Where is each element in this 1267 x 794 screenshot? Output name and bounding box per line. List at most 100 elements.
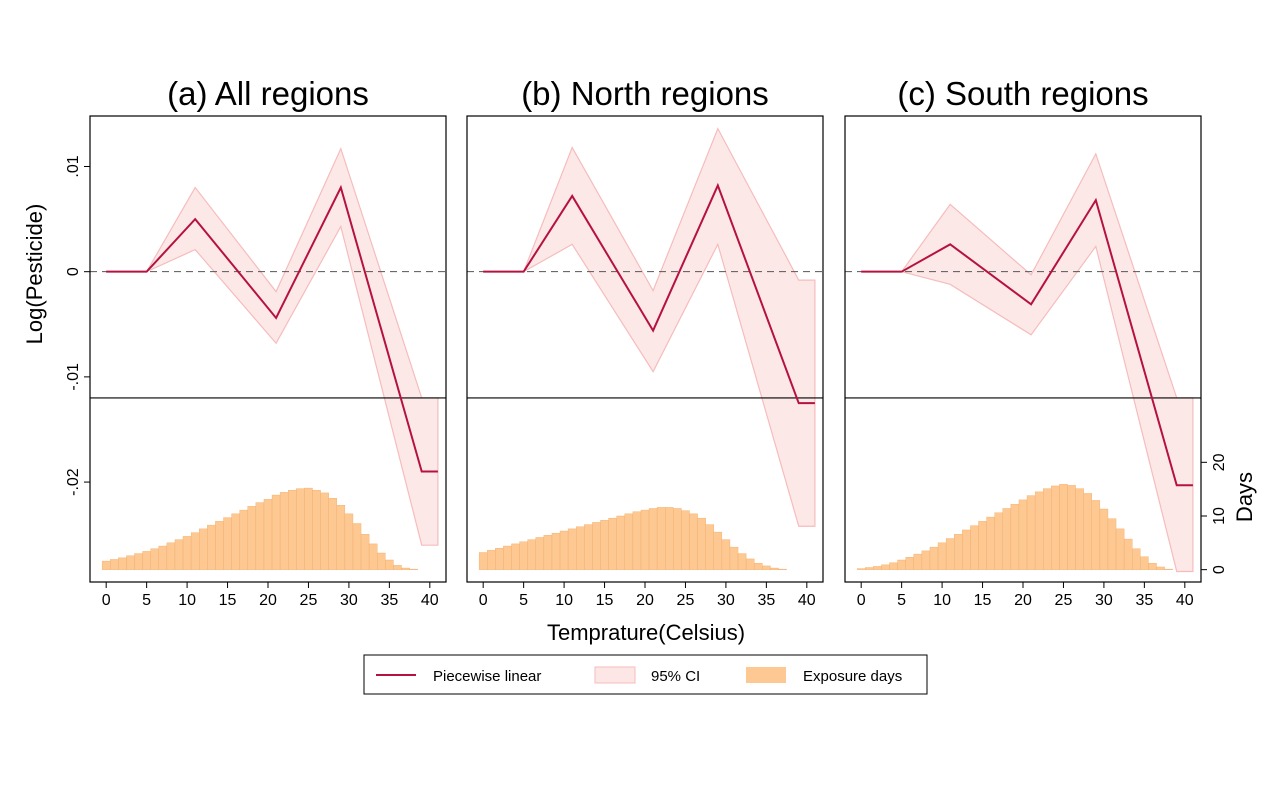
panel-2: (b) North regions 0 5 10 15 20 25 30 35 40	[466, 75, 824, 609]
x-tick-label: 20	[1014, 592, 1032, 609]
exposure-bar	[239, 509, 248, 570]
exposure-bar	[962, 529, 971, 570]
exposure-bar	[954, 534, 963, 570]
exposure-bar	[897, 559, 906, 570]
exposure-bar	[312, 490, 321, 570]
exposure-bar	[640, 509, 650, 570]
exposure-bar	[945, 538, 955, 570]
exposure-bar	[215, 521, 224, 570]
exposure-bar	[937, 542, 947, 570]
exposure-bar	[1099, 508, 1109, 570]
exposure-bar	[865, 567, 874, 570]
x-tick-label: 20	[259, 592, 277, 609]
exposure-bar	[665, 507, 674, 570]
exposure-bar	[503, 545, 512, 570]
exposure-bar	[118, 557, 127, 570]
exposure-bar	[360, 534, 370, 570]
x-tick-label: 30	[340, 592, 358, 609]
x-tick-label: 40	[798, 592, 816, 609]
exposure-bar	[336, 505, 346, 570]
exposure-bar	[487, 550, 496, 570]
x-tick-label: 25	[677, 592, 695, 609]
y-tick-label: -.01	[65, 363, 82, 391]
exposure-bar	[978, 521, 987, 570]
exposure-bar	[929, 546, 939, 570]
exposure-bar	[271, 494, 281, 570]
panel-1: (a) All regions 0 5 10 15 20 25 30 35 40 -.02 -.01 0…	[65, 75, 447, 609]
estimate-line	[106, 184, 438, 473]
exposure-bar	[385, 559, 394, 570]
exposure-bar	[142, 551, 151, 570]
x-tick-label: 0	[857, 592, 866, 609]
legend-ci-swatch	[594, 666, 636, 684]
x-tick-label: 35	[380, 592, 398, 609]
days-tick-label: 20	[1211, 453, 1228, 471]
exposure-bar	[592, 522, 601, 570]
x-tick-label: 25	[300, 592, 318, 609]
exposure-bar	[158, 545, 168, 570]
x-tick-label: 35	[757, 592, 775, 609]
exposure-bar	[856, 568, 866, 570]
exposure-bar	[1091, 500, 1101, 570]
estimate-line	[861, 197, 1193, 487]
exposure-bar	[1148, 563, 1157, 570]
exposure-bar	[608, 517, 617, 570]
exposure-bar	[304, 487, 313, 570]
x-tick-label: 30	[717, 592, 735, 609]
exposure-bar	[600, 520, 609, 570]
exposure-bar	[174, 539, 184, 570]
x-tick-label: 25	[1055, 592, 1073, 609]
x-tick-label: 15	[974, 592, 992, 609]
exposure-bar	[1002, 508, 1012, 570]
exposure-bar	[1132, 548, 1141, 570]
legend-label-ci: 95% CI	[651, 668, 700, 685]
exposure-bar	[288, 490, 297, 570]
exposure-bar	[511, 543, 520, 570]
exposure-bar	[648, 508, 658, 570]
exposure-bar	[495, 547, 504, 570]
exposure-bar	[616, 515, 625, 570]
exposure-bar	[1043, 488, 1052, 570]
x-tick-label: 20	[636, 592, 654, 609]
exposure-bar	[182, 536, 192, 570]
exposure-bar	[207, 524, 216, 570]
exposure-bar	[368, 543, 378, 570]
exposure-bar	[737, 553, 747, 570]
x-tick-label: 0	[102, 592, 111, 609]
exposure-bar	[681, 510, 690, 570]
panel-title: (a) All regions	[167, 75, 369, 112]
ci-band	[106, 146, 439, 546]
exposure-bar	[754, 563, 763, 570]
exposure-bar	[199, 528, 208, 570]
exposure-bar	[1107, 518, 1117, 570]
exposure-bar	[1018, 499, 1028, 570]
exposure-bar	[1123, 538, 1133, 570]
exposure-bar	[624, 513, 634, 570]
exposure-bar	[745, 558, 755, 570]
exposure-bar	[905, 557, 914, 570]
legend-label-bars: Exposure days	[803, 668, 902, 685]
exposure-bar	[705, 524, 714, 570]
exposure-bar	[1010, 503, 1020, 570]
exposure-bar	[584, 524, 593, 570]
panel-3: (c) South regions 0 5 10 15 20 25 30 35 40 0 10 20	[844, 75, 1228, 609]
exposure-bar	[778, 568, 787, 570]
legend-label-line: Piecewise linear	[433, 668, 541, 685]
exposure-bar	[255, 502, 265, 570]
exposure-bar	[263, 499, 273, 570]
exposure-bar	[632, 511, 642, 570]
legend-bar-swatch	[746, 667, 786, 683]
x-tick-label: 15	[219, 592, 237, 609]
exposure-bar	[320, 492, 329, 570]
exposure-bar	[190, 532, 200, 570]
exposure-bar	[697, 517, 706, 570]
panels-group: (a) All regions 0 5 10 15 20 25 30 35 40 -.02 -.01 0…	[65, 75, 1228, 609]
exposure-bar	[409, 568, 418, 570]
exposure-bar	[889, 562, 898, 570]
x-tick-label: 5	[897, 592, 906, 609]
exposure-bar	[223, 517, 232, 570]
exposure-bar	[401, 567, 410, 570]
exposure-bar	[352, 523, 362, 570]
x-tick-label: 5	[519, 592, 528, 609]
exposure-bar	[519, 541, 528, 570]
